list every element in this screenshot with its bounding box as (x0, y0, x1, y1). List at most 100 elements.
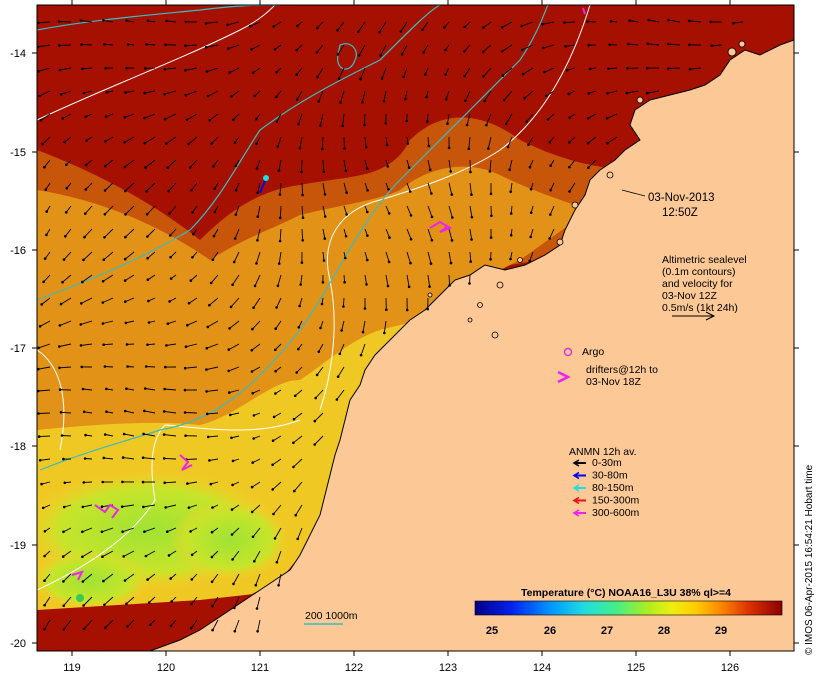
velocity-arrow-head (186, 482, 189, 485)
velocity-arrow (185, 343, 198, 348)
velocity-arrow-head (606, 141, 609, 145)
velocity-arrow (466, 113, 471, 126)
velocity-arrow (211, 573, 219, 583)
velocity-arrow-head (506, 145, 510, 149)
velocity-arrow-head (167, 189, 170, 193)
velocity-arrow-head (253, 560, 256, 563)
velocity-arrow-head (407, 285, 411, 289)
velocity-arrow-head (250, 510, 254, 514)
velocity-arrow-head (144, 67, 147, 70)
velocity-arrow-head (405, 119, 409, 123)
velocity-arrow-head (645, 66, 649, 70)
velocity-arrow-head (710, 44, 713, 48)
velocity-arrow-head (103, 365, 107, 368)
velocity-arrow (336, 389, 345, 400)
velocity-arrow (164, 410, 177, 414)
velocity-arrow (166, 343, 177, 346)
velocity-arrow (143, 457, 156, 460)
velocity-arrow-head (586, 141, 590, 145)
velocity-arrow-head (319, 326, 322, 330)
velocity-arrow-head (275, 120, 279, 123)
velocity-arrow (164, 113, 177, 120)
velocity-arrow-head (229, 305, 233, 309)
velocity-arrow-head (275, 306, 278, 309)
velocity-arrow-head (146, 257, 149, 260)
velocity-arrow (321, 136, 324, 150)
velocity-arrow-head (250, 48, 253, 51)
velocity-arrow (122, 504, 135, 508)
velocity-arrow-head (82, 604, 85, 607)
map-frame (36, 4, 795, 652)
velocity-arrow (44, 159, 51, 168)
velocity-arrow (526, 113, 534, 123)
datetime-label: 03-Nov-2013 12:50Z (621, 189, 714, 219)
velocity-arrow (165, 136, 177, 145)
velocity-arrow (629, 20, 639, 23)
velocity-arrow-head (184, 69, 187, 72)
velocity-arrow-head (122, 432, 126, 436)
velocity-arrow-head (343, 280, 346, 284)
velocity-arrow-head (321, 281, 325, 284)
velocity-arrow-head (296, 537, 300, 541)
velocity-arrow (251, 343, 261, 351)
velocity-arrow (253, 297, 261, 308)
svg-text:and velocity for: and velocity for (662, 278, 733, 290)
velocity-arrow (316, 366, 324, 376)
velocity-arrow-head (336, 28, 339, 32)
velocity-arrow (62, 550, 72, 557)
velocity-arrow (211, 550, 219, 558)
velocity-arrow-head (164, 506, 167, 509)
velocity-arrow (255, 573, 261, 586)
velocity-arrow (301, 228, 304, 241)
velocity-arrow-head (645, 91, 649, 95)
velocity-arrow (464, 44, 471, 52)
velocity-arrow (448, 159, 452, 172)
velocity-arrow-head (211, 604, 214, 608)
velocity-arrow-head (468, 282, 471, 285)
velocity-arrow (251, 504, 261, 513)
velocity-arrow-head (502, 98, 506, 102)
velocity-arrow (404, 90, 408, 100)
velocity-arrow-head (385, 308, 388, 312)
velocity-arrow-head (145, 43, 148, 46)
velocity-arrow (102, 274, 114, 282)
velocity-arrow-head (184, 44, 187, 48)
velocity-arrow-head (732, 21, 735, 25)
velocity-arrow-head (62, 628, 66, 631)
velocity-arrow (43, 274, 51, 283)
velocity-arrow-head (528, 259, 531, 263)
velocity-arrow (125, 90, 135, 93)
velocity-arrow (234, 619, 240, 632)
velocity-arrow-head (226, 23, 229, 27)
velocity-arrow (228, 343, 240, 350)
svg-text:126: 126 (721, 662, 739, 674)
velocity-arrow-head (509, 233, 513, 237)
velocity-arrow-head (544, 94, 548, 98)
velocity-arrow (185, 412, 198, 414)
velocity-arrow (322, 228, 326, 239)
velocity-arrow (503, 90, 513, 101)
y-tick: -17 (10, 343, 799, 355)
velocity-arrow-head (142, 432, 145, 436)
velocity-arrow-head (126, 43, 130, 46)
svg-text:27: 27 (601, 625, 613, 637)
velocity-arrow (251, 481, 261, 488)
velocity-arrow (82, 573, 93, 582)
velocity-arrow (58, 21, 72, 23)
velocity-arrow (232, 550, 240, 560)
velocity-arrow-head (500, 26, 504, 29)
velocity-arrow (146, 182, 156, 192)
velocity-arrow (524, 90, 534, 99)
velocity-arrow (63, 251, 72, 260)
velocity-arrow-head (123, 579, 127, 582)
velocity-arrow-head (646, 42, 650, 46)
velocity-arrow-head (256, 239, 259, 242)
velocity-arrow (360, 67, 366, 80)
velocity-arrow-head (168, 300, 171, 303)
velocity-arrow-head (168, 234, 172, 237)
velocity-arrow-head (587, 43, 591, 47)
velocity-arrow-head (37, 346, 41, 350)
velocity-arrow-head (274, 327, 278, 331)
velocity-arrow-head (322, 170, 326, 174)
velocity-arrow-head (104, 66, 108, 70)
